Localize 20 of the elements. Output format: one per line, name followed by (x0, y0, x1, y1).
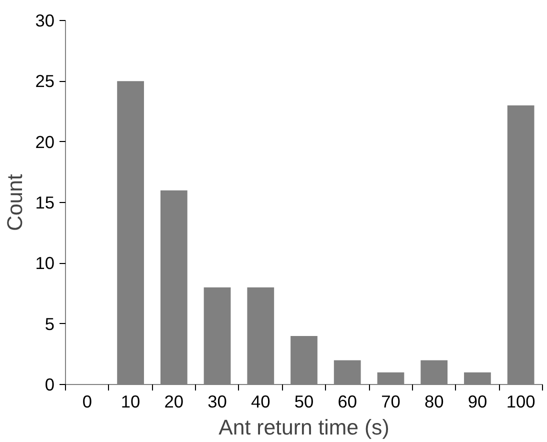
y-tick-label: 25 (35, 71, 55, 92)
y-tick-label: 0 (44, 374, 55, 394)
y-tick-label: 20 (35, 132, 55, 152)
y-axis-title: Count (3, 174, 28, 231)
x-tick-label: 0 (82, 392, 92, 412)
y-tick-label: 30 (35, 10, 55, 30)
x-tick-label: 50 (294, 392, 314, 412)
x-tick-label: 40 (251, 392, 270, 412)
x-tick-label: 100 (506, 392, 536, 412)
x-tick-label: 20 (164, 392, 184, 412)
x-tick-label: 70 (381, 392, 400, 412)
y-tick-label: 10 (35, 253, 55, 274)
x-axis-title: Ant return time (s) (218, 416, 390, 440)
x-tick-label: 30 (208, 392, 227, 412)
y-tick-label: 15 (35, 192, 55, 212)
x-tick-label: 10 (120, 392, 140, 412)
x-tick-label: 60 (338, 392, 358, 412)
x-tick-label: 80 (424, 392, 444, 412)
x-tick-label: 90 (468, 392, 488, 412)
y-tick-label: 5 (44, 314, 55, 334)
